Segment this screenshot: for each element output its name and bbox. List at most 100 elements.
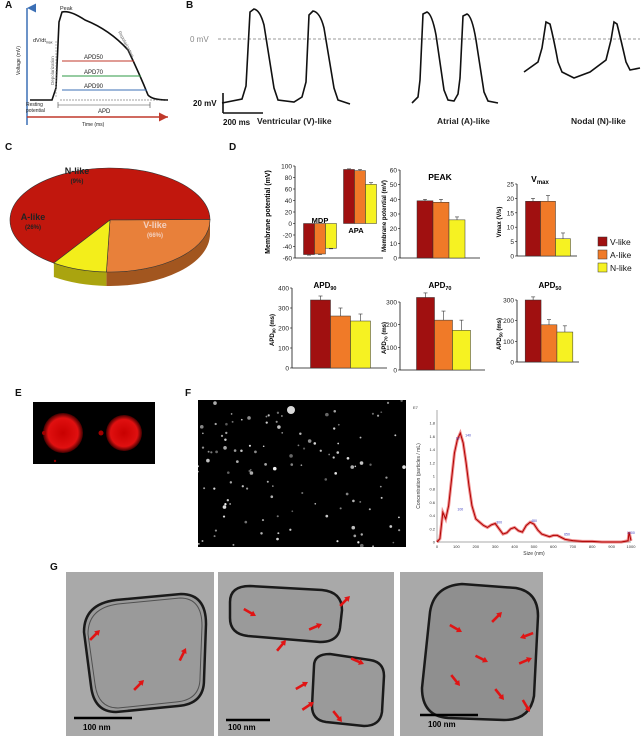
y-tick-label: 50 <box>390 182 398 189</box>
particle <box>337 423 340 426</box>
x-axis-label: Size (nm) <box>523 551 545 557</box>
particle <box>398 516 400 519</box>
particle <box>380 411 383 414</box>
scale-label-2: 100 nm <box>228 723 256 732</box>
particle <box>359 436 362 439</box>
particle <box>272 485 274 487</box>
particle <box>324 478 328 481</box>
y-tick-label: 300 <box>503 298 514 305</box>
particle <box>229 503 231 505</box>
x-tick-label: 400 <box>511 544 518 549</box>
y-tick-label: 1.6 <box>429 434 435 439</box>
chart-title-peak: PEAK <box>428 172 452 182</box>
y-tick-label: 15 <box>507 210 515 217</box>
particle <box>248 469 251 473</box>
nodal-trace <box>523 20 641 79</box>
particle <box>291 510 294 513</box>
x-tick-label: 200 <box>472 544 479 549</box>
particle <box>303 447 306 450</box>
y-tick-label: 40 <box>390 197 398 204</box>
bar-v-like <box>416 297 435 371</box>
size-distribution-line <box>436 431 632 543</box>
particle <box>352 499 355 503</box>
particle <box>353 534 357 538</box>
particle <box>357 541 360 544</box>
particle <box>241 485 244 488</box>
particle <box>246 487 249 490</box>
repolarization-label: Repolarization <box>117 30 135 58</box>
panel-f-size-distribution: E7 0 0.2 0.4 0.6 0.8 1 1.2 1.4 1.6 1.8 0 100 200 300 40… <box>413 405 636 557</box>
y-tick-label: 1.4 <box>429 447 435 452</box>
y-tick-label: 0.2 <box>429 526 435 531</box>
particle <box>265 415 268 418</box>
y-tick-label: 200 <box>278 326 289 333</box>
particle <box>290 463 294 466</box>
nta-particle-image <box>198 400 406 547</box>
bar-n-like <box>556 331 574 363</box>
panel-label-a: A <box>5 0 13 11</box>
particle <box>376 414 380 417</box>
peak-label: 650 <box>564 532 570 536</box>
particle <box>368 508 371 511</box>
legend-swatch-a-like <box>597 249 608 260</box>
group-label-mdp: MDP <box>312 216 329 225</box>
y-tick-label: 0.4 <box>429 513 435 518</box>
particle <box>226 499 229 502</box>
particle <box>210 451 213 454</box>
particle <box>372 545 374 547</box>
particle <box>371 412 374 415</box>
peak-label: 100 <box>457 507 463 511</box>
chart-title-vmax: Vmax <box>531 174 549 186</box>
particle <box>249 468 252 471</box>
resting-label: Resting <box>26 102 43 108</box>
time-scale-label: 200 ms <box>223 118 251 127</box>
peak-label: 300 <box>496 521 502 525</box>
fluorescence-image <box>33 402 155 464</box>
particle <box>325 412 329 417</box>
pie-side-a-like <box>106 220 210 286</box>
bar-a-like <box>314 223 326 255</box>
panel-b-traces: 0 mV 20 mV 200 ms <box>190 8 641 127</box>
particle <box>334 471 338 475</box>
particle <box>233 449 237 452</box>
particle <box>220 434 224 438</box>
particle <box>277 532 280 535</box>
particle <box>262 445 265 448</box>
bar-n-like <box>350 320 371 369</box>
legend-label-v-like: V-like <box>610 237 631 247</box>
group-label-apa: APA <box>348 226 364 235</box>
particle <box>206 458 210 463</box>
y-tick-label: 60 <box>390 168 398 175</box>
particle <box>314 502 317 505</box>
particle <box>346 456 350 460</box>
y-tick-label: 200 <box>386 322 397 329</box>
bar-n-like <box>452 330 471 371</box>
particle <box>248 444 251 447</box>
panel-a-diagram: Voltage (mV) Time (ms) Peak dV/dtmax Dep… <box>16 3 169 128</box>
particle <box>369 463 372 466</box>
chart-title: APD90 <box>313 281 336 292</box>
ventricular-caption: Ventricular (V)-like <box>257 116 332 126</box>
particle <box>240 418 243 421</box>
y-tick-label: 5 <box>510 239 514 246</box>
x-tick-label: 300 <box>492 544 499 549</box>
potential-label: potential <box>26 108 45 114</box>
particle <box>201 540 204 543</box>
particle <box>225 422 228 426</box>
pie-label-a-like: A-like <box>21 212 46 222</box>
particle <box>230 413 233 415</box>
peak-label: 140 <box>465 433 471 437</box>
particle <box>379 485 382 488</box>
y-tick-label: 60 <box>285 187 293 194</box>
panel-label-c: C <box>5 142 13 153</box>
particle <box>402 465 406 469</box>
x-tick-label: 500 <box>531 544 538 549</box>
particle <box>214 422 217 426</box>
pie-slice-a-like <box>106 219 211 273</box>
bar-chart-apd70: 0 100 200 300 APD70 APD70 (ms) <box>382 281 485 375</box>
bar-chart-apd90: 0 100 200 300 400 APD90 APD90 (ms) <box>270 281 387 373</box>
pie-value-a-like: (26%) <box>25 225 41 231</box>
nodal-caption: Nodal (N)-like <box>571 116 626 126</box>
particle <box>289 528 292 531</box>
